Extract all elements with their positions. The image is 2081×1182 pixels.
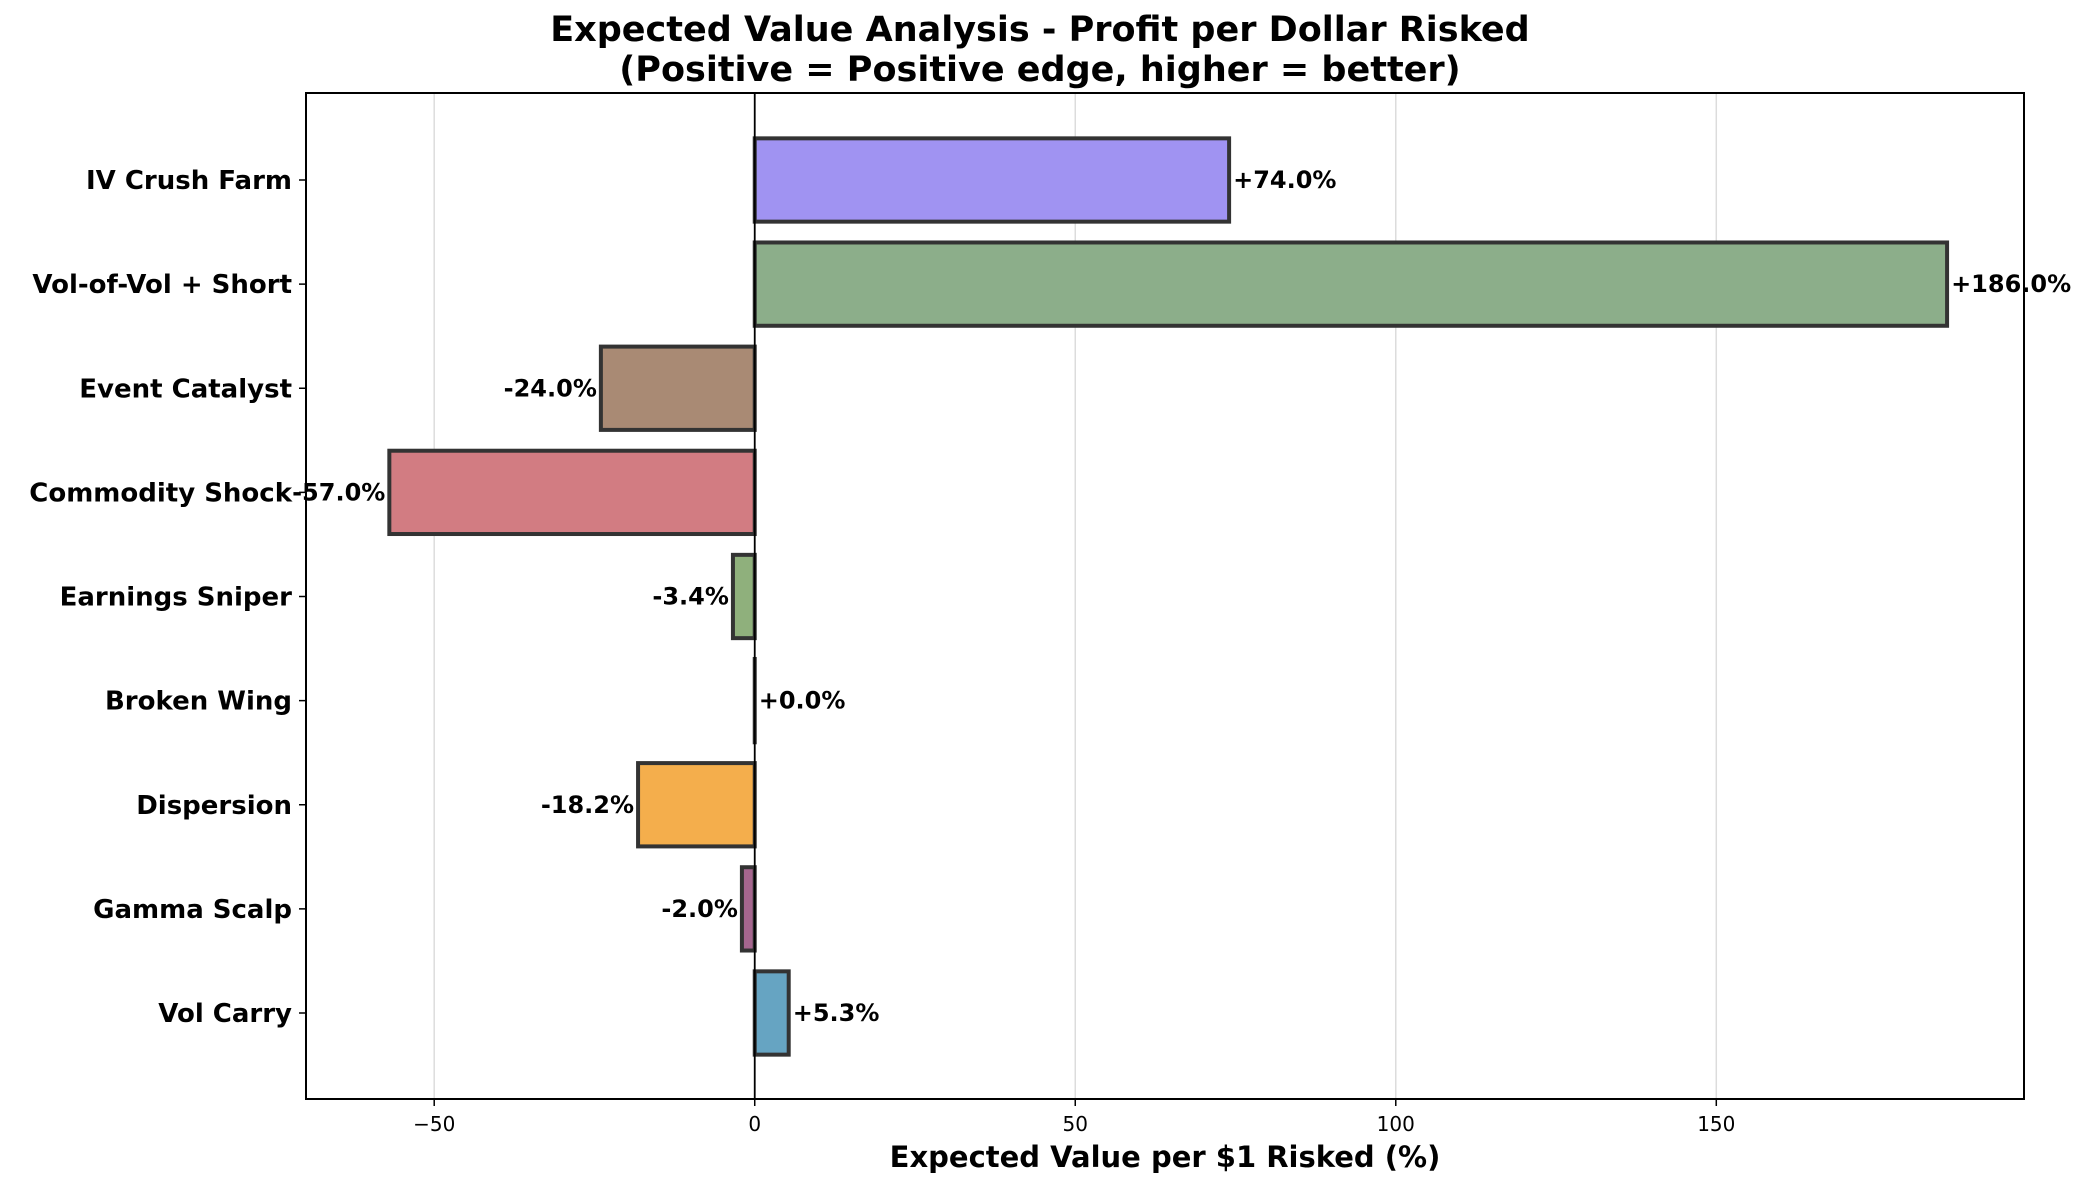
x-tick-label: 100 [1377, 1112, 1415, 1136]
bar [387, 448, 757, 537]
category-label: Dispersion [136, 791, 292, 821]
category-label: Earnings Sniper [60, 583, 293, 613]
chart-title: Expected Value Analysis - Profit per Dol… [550, 10, 1529, 50]
category-label: Vol Carry [158, 999, 292, 1029]
category-label: Commodity Shock [29, 478, 292, 508]
bar [636, 761, 757, 849]
data-label: +0.0% [759, 687, 846, 715]
bar [730, 552, 757, 641]
bar [752, 240, 1950, 328]
category-label: Event Catalyst [79, 374, 292, 404]
bars [387, 136, 1950, 1057]
bar [739, 865, 757, 953]
data-label: +5.3% [793, 999, 880, 1027]
data-label: -24.0% [504, 374, 597, 402]
data-labels: +74.0% +186.0% -24.0% -57.0% -3.4% +0.0% -18.2… [292, 166, 2071, 1027]
x-tick-label: −50 [413, 1112, 455, 1136]
data-label: -57.0% [292, 478, 385, 506]
x-tick-label: 50 [1063, 1112, 1088, 1136]
bar [598, 344, 757, 432]
x-tick-label: 0 [748, 1112, 761, 1136]
x-axis: −50 0 50 100 150 [413, 1099, 1735, 1136]
y-axis: IV Crush Farm Vol-of-Vol + Short Event Cat… [29, 166, 306, 1029]
chart-subtitle: (Positive = Positive edge, higher = bett… [619, 50, 1460, 90]
bar [752, 136, 1232, 224]
category-label: Vol-of-Vol + Short [32, 270, 292, 300]
data-label: +186.0% [1951, 270, 2071, 298]
bar [752, 969, 791, 1057]
category-label: IV Crush Farm [86, 166, 292, 196]
data-label: -2.0% [661, 895, 738, 923]
x-tick-label: 150 [1697, 1112, 1735, 1136]
x-axis-label: Expected Value per $1 Risked (%) [890, 1140, 1441, 1174]
data-label: -3.4% [652, 583, 729, 611]
data-label: +74.0% [1233, 166, 1336, 194]
category-label: Gamma Scalp [93, 895, 292, 925]
data-label: -18.2% [541, 791, 634, 819]
category-label: Broken Wing [105, 687, 292, 717]
